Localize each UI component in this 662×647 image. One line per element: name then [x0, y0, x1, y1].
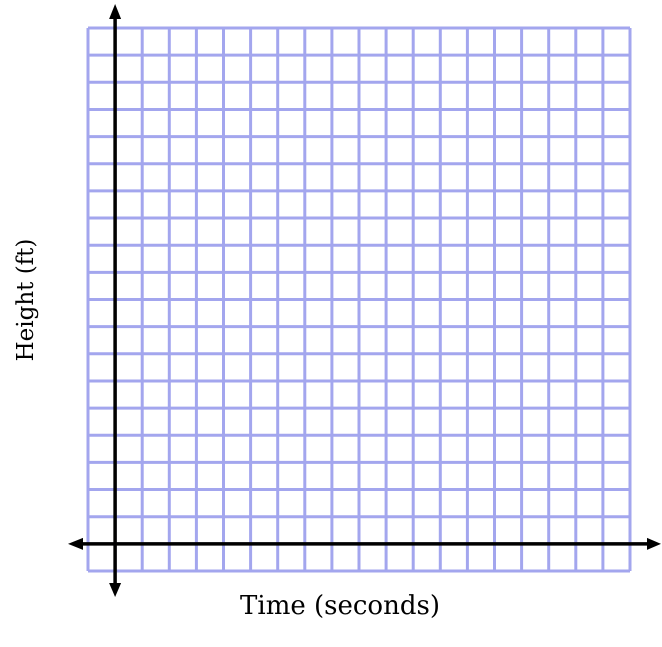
y-axis-arrow-up: [109, 4, 122, 19]
y-axis-arrow-down: [109, 583, 122, 597]
x-axis-label: Time (seconds): [240, 591, 440, 621]
y-axis-label: Height (ft): [13, 238, 39, 362]
axes: [68, 4, 661, 597]
x-axis-arrow-right: [647, 537, 661, 550]
x-axis-arrow-left: [68, 537, 83, 550]
grid: [86, 26, 632, 573]
